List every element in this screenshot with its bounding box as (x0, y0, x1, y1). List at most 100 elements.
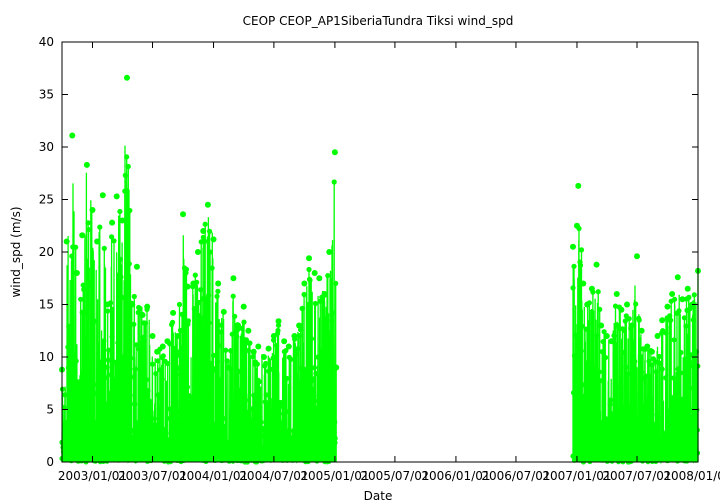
data-point-dense (73, 244, 79, 250)
data-point-dense (304, 383, 310, 389)
data-point-dense (111, 238, 117, 244)
data-point-base (114, 448, 121, 454)
data-point-dense (599, 349, 605, 355)
data-point-dense (651, 437, 657, 443)
data-point-base (273, 453, 280, 459)
data-point (79, 232, 86, 239)
data-point-dense (671, 337, 677, 343)
data-point-dense (627, 432, 633, 439)
data-point-dense (175, 418, 182, 424)
data-point-dense (78, 296, 84, 302)
data-point-dense (250, 354, 256, 360)
data-point-base (579, 450, 585, 457)
data-point-dense (614, 384, 620, 390)
data-point-dense (579, 431, 586, 437)
data-point-dense (119, 397, 125, 403)
data-point (170, 309, 177, 316)
data-point-dense (218, 329, 224, 335)
data-point-dense (206, 292, 212, 298)
data-point-dense (657, 360, 663, 366)
data-point-dense (629, 414, 635, 420)
data-point-base (170, 440, 176, 446)
data-point (174, 333, 181, 339)
data-point-dense (173, 372, 180, 378)
data-point (285, 343, 292, 350)
data-point-dense (83, 337, 89, 343)
data-point-base (101, 442, 107, 448)
data-point-dense (120, 354, 126, 360)
data-point-dense (108, 300, 114, 306)
data-point-dense (678, 349, 684, 356)
data-point-dense (140, 424, 146, 430)
data-point-dense (196, 368, 202, 374)
data-point-dense (595, 413, 601, 420)
data-point-dense (145, 426, 152, 432)
data-point-dense (124, 154, 130, 160)
data-point-dense (216, 342, 222, 349)
data-point-dense (602, 428, 608, 434)
data-point (260, 354, 267, 360)
data-point-dense (295, 346, 301, 352)
data-point-dense (208, 360, 214, 367)
data-point-dense (96, 440, 102, 446)
data-point-base (624, 453, 630, 459)
data-point-base (167, 455, 173, 461)
data-point-base (628, 458, 635, 464)
data-point-dense (692, 384, 698, 390)
data-point-dense (570, 390, 577, 396)
data-point-dense (179, 432, 186, 438)
data-point-dense (662, 434, 668, 440)
data-point (94, 238, 101, 245)
data-point-base (218, 439, 224, 445)
data-point-dense (110, 383, 116, 389)
data-point-dense (585, 404, 591, 410)
data-point-dense (642, 346, 648, 352)
data-point-dense (82, 410, 88, 416)
data-point-dense (571, 263, 577, 269)
data-point-base (275, 440, 281, 446)
data-point-base (296, 446, 302, 452)
data-point-dense (586, 388, 592, 394)
data-point-dense (643, 373, 649, 379)
x-tick-label: 2007/01/01 (542, 469, 611, 483)
data-point-dense (308, 336, 315, 342)
data-point-dense (309, 418, 316, 424)
data-point-dense (248, 417, 254, 424)
data-point-dense (574, 432, 581, 438)
data-point-dense (210, 352, 217, 358)
data-point-dense (607, 397, 614, 403)
data-point-base (141, 449, 148, 456)
data-point-dense (142, 320, 149, 326)
data-point-dense (207, 228, 213, 234)
data-point-dense (102, 375, 108, 381)
data-point-dense (316, 393, 322, 399)
data-point-dense (83, 356, 89, 362)
data-point-dense (81, 286, 87, 293)
data-point-base (690, 442, 696, 448)
data-point-dense (321, 292, 327, 298)
data-point-dense (331, 411, 337, 417)
data-point (593, 261, 600, 268)
data-point-dense (167, 341, 173, 347)
data-point-dense (297, 379, 303, 385)
data-point-dense (680, 417, 686, 424)
data-point-dense (85, 346, 91, 352)
data-point-base (612, 450, 618, 456)
data-point-dense (234, 333, 240, 340)
data-point-dense (300, 305, 306, 311)
data-point-dense (263, 392, 269, 398)
data-point-dense (235, 322, 241, 328)
data-point-dense (105, 357, 111, 363)
data-point-dense (307, 277, 313, 283)
data-point-dense (681, 315, 688, 321)
data-point-dense (223, 347, 229, 353)
data-point-dense (626, 316, 632, 322)
data-point-dense (157, 346, 163, 352)
data-point-dense (118, 274, 124, 280)
data-point-dense (85, 220, 91, 226)
data-point-dense (240, 366, 247, 373)
data-point (99, 192, 106, 199)
data-point-base (619, 457, 626, 463)
data-point-dense (133, 342, 139, 348)
data-point-base (192, 454, 199, 460)
